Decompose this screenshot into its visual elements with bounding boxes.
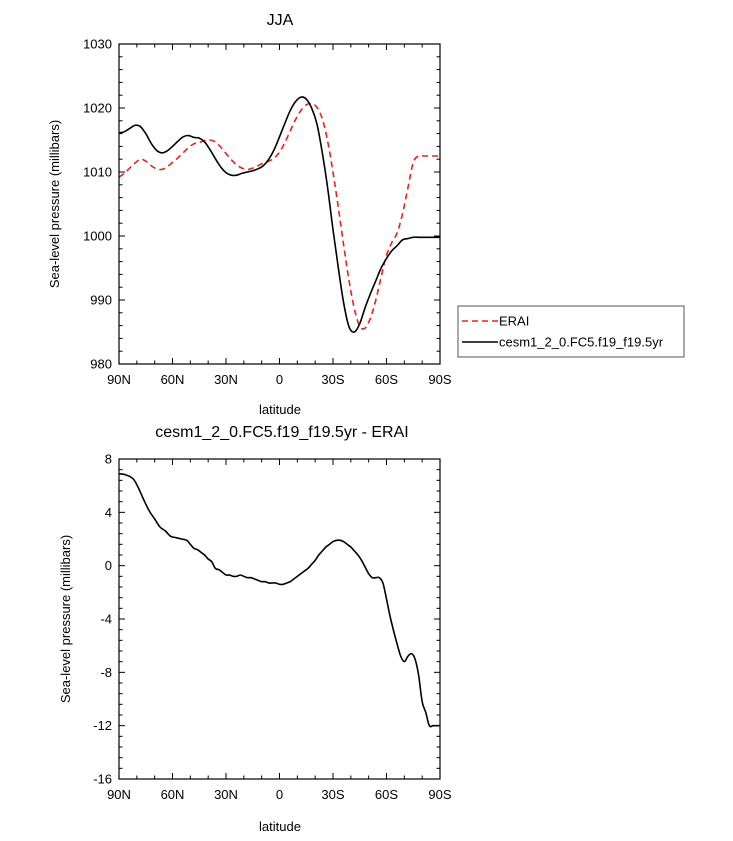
legend-erai-label: ERAI bbox=[499, 314, 529, 329]
bottom-x-tick-label: 60S bbox=[375, 787, 398, 802]
legend-cesm-label: cesm1_2_0.FC5.f19_f19.5yr bbox=[499, 335, 664, 350]
bottom-y-tick-label: -12 bbox=[93, 718, 112, 733]
legend: ERAI cesm1_2_0.FC5.f19_f19.5yr bbox=[457, 305, 685, 358]
bottom-series-line-0 bbox=[118, 472, 440, 728]
top-x-tick-label: 0 bbox=[276, 372, 283, 387]
top-y-tick-label: 980 bbox=[90, 357, 112, 372]
top-panel: JJA 90N 60N 30N 0 30S 60S 90S 980 990 1000 1010 10… bbox=[47, 12, 685, 417]
bottom-x-tick-label: 30S bbox=[321, 787, 344, 802]
bottom-x-axis-label: latitude bbox=[259, 819, 301, 834]
top-series bbox=[118, 96, 440, 333]
bottom-axis-ticks bbox=[118, 458, 441, 780]
bottom-x-tick-label: 90N bbox=[107, 787, 131, 802]
bottom-x-tick-label: 60N bbox=[161, 787, 185, 802]
top-y-axis-label: Sea-level pressure (millibars) bbox=[47, 120, 62, 288]
top-x-tick-label: 30N bbox=[214, 372, 238, 387]
top-x-tick-label: 60S bbox=[375, 372, 398, 387]
top-x-tick-label: 90S bbox=[428, 372, 451, 387]
legend-box bbox=[457, 305, 685, 358]
bottom-panel: cesm1_2_0.FC5.f19_f19.5yr - ERAI 90N 60N 3… bbox=[58, 424, 452, 834]
top-chart-title: JJA bbox=[267, 12, 294, 29]
top-y-tick-label: 1000 bbox=[83, 229, 112, 244]
bottom-y-tick-label: -16 bbox=[93, 772, 112, 787]
top-x-axis-label: latitude bbox=[259, 402, 301, 417]
bottom-y-axis-label: Sea-level pressure (millibars) bbox=[58, 535, 73, 703]
top-y-tick-label: 1020 bbox=[83, 101, 112, 116]
top-series-line-1 bbox=[118, 96, 440, 333]
bottom-y-tick-label: -8 bbox=[100, 665, 112, 680]
bottom-x-tick-label: 0 bbox=[276, 787, 283, 802]
bottom-chart-title: cesm1_2_0.FC5.f19_f19.5yr - ERAI bbox=[155, 424, 408, 441]
top-plot-frame bbox=[118, 43, 441, 365]
top-y-tick-label: 990 bbox=[90, 293, 112, 308]
top-x-tick-label: 60N bbox=[161, 372, 185, 387]
bottom-y-tick-label: 0 bbox=[105, 558, 112, 573]
bottom-y-tick-label: 4 bbox=[105, 505, 112, 520]
top-x-tick-label: 30S bbox=[321, 372, 344, 387]
top-y-tick-label: 1030 bbox=[83, 37, 112, 52]
top-y-tick-label: 1010 bbox=[83, 165, 112, 180]
top-x-tick-labels: 90N 60N 30N 0 30S 60S 90S bbox=[107, 372, 452, 387]
bottom-x-tick-label: 30N bbox=[214, 787, 238, 802]
bottom-series bbox=[118, 472, 440, 728]
bottom-y-tick-label: 8 bbox=[105, 452, 112, 467]
top-y-tick-labels: 980 990 1000 1010 1020 1030 bbox=[83, 37, 112, 372]
bottom-y-tick-labels: 8 4 0 -4 -8 -12 -16 bbox=[93, 452, 112, 787]
top-x-tick-label: 90N bbox=[107, 372, 131, 387]
bottom-x-tick-labels: 90N 60N 30N 0 30S 60S 90S bbox=[107, 787, 452, 802]
top-series-line-0 bbox=[118, 102, 440, 330]
bottom-x-tick-label: 90S bbox=[428, 787, 451, 802]
bottom-y-tick-label: -4 bbox=[100, 612, 112, 627]
bottom-plot-frame bbox=[118, 458, 441, 780]
top-axis-ticks bbox=[118, 43, 441, 365]
